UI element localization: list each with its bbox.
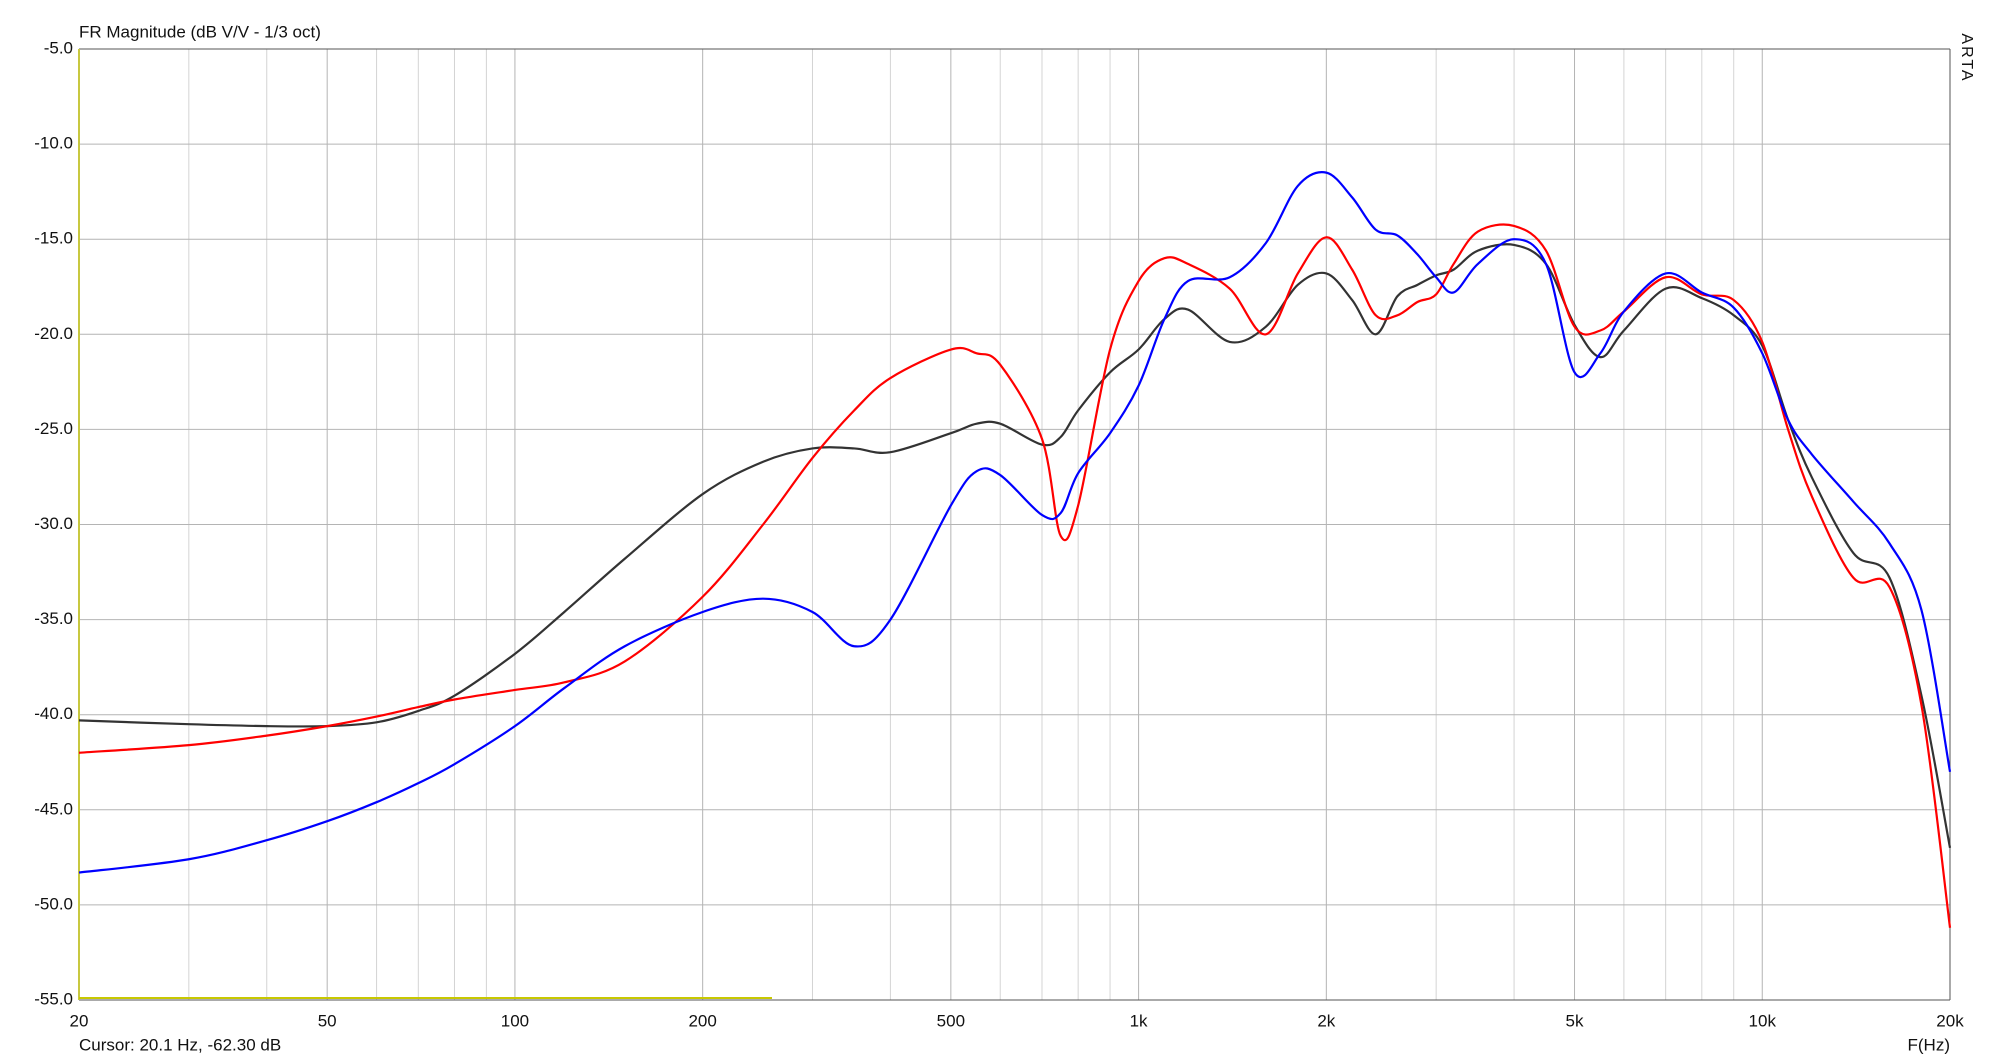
series-line [78,223,1952,928]
y-tick-label: -10.0 [34,134,73,153]
y-tick-label: -55.0 [34,989,73,1008]
y-tick-label: -35.0 [34,609,73,628]
y-tick-label: -25.0 [34,419,73,438]
status-text: Cursor: 20.1 Hz, -62.30 dB [79,1035,281,1054]
x-tick-label: 500 [937,1011,965,1030]
x-tick-label: 200 [688,1011,716,1030]
x-tick-label: 100 [501,1011,529,1030]
x-tick-label: 1k [1130,1011,1148,1030]
y-tick-label: -50.0 [34,894,73,913]
watermark: ARTA [1958,33,1975,82]
y-tick-label: -15.0 [34,229,73,248]
x-tick-label: 20 [70,1011,89,1030]
chart-title: FR Magnitude (dB V/V - 1/3 oct) [79,22,321,41]
x-tick-label: 50 [318,1011,337,1030]
x-tick-label: 20k [1936,1011,1964,1030]
series-line [78,171,1952,874]
y-tick-label: -20.0 [34,324,73,343]
x-tick-label: 2k [1317,1011,1335,1030]
x-tick-label: 10k [1749,1011,1777,1030]
y-tick-label: -45.0 [34,799,73,818]
series-line [78,243,1952,849]
y-tick-label: -40.0 [34,704,73,723]
x-tick-label: 5k [1566,1011,1584,1030]
y-tick-label: -30.0 [34,514,73,533]
x-axis-label: F(Hz) [1908,1035,1950,1054]
y-tick-label: -5.0 [44,38,73,57]
